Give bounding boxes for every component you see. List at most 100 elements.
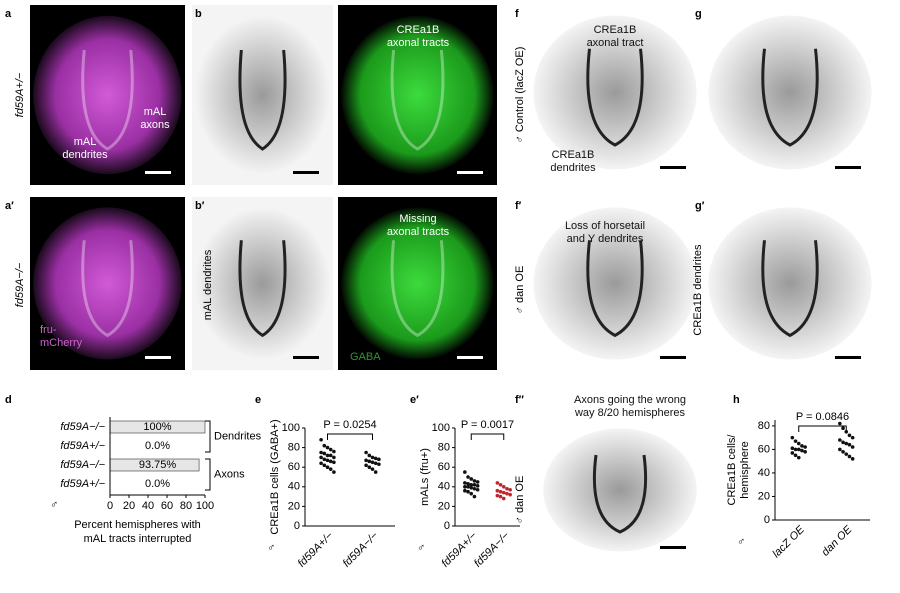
data-point [844, 441, 849, 446]
data-point [505, 491, 509, 496]
data-point [472, 494, 477, 499]
panel-letter: a′ [5, 200, 14, 212]
data-point [328, 447, 333, 452]
data-point [838, 438, 842, 442]
p-value: P = 0.0846 [796, 411, 849, 423]
annotation: dendrites [550, 162, 596, 174]
data-point [501, 496, 506, 501]
annotation: mAL [74, 136, 97, 148]
tract [390, 240, 445, 338]
side-label: ♂ dan OE [514, 266, 526, 315]
data-point [793, 439, 798, 443]
annotation: and Y dendrites [567, 233, 644, 245]
x-tick-label: 40 [142, 500, 154, 512]
panel-letter: c [340, 8, 346, 20]
data-point [850, 457, 855, 461]
data-point [332, 449, 336, 454]
panel-letter: e′ [410, 394, 419, 406]
tissue [543, 428, 697, 552]
annotation: axonal tracts [387, 37, 450, 49]
data-point [319, 450, 323, 455]
data-point [322, 463, 327, 468]
data-point [838, 421, 842, 426]
annotation: mAL [144, 106, 167, 118]
y-tick-label: 80 [288, 442, 300, 454]
significance-bracket [798, 425, 847, 432]
tissue [708, 207, 872, 360]
data-point [463, 470, 467, 474]
data-point [463, 488, 467, 493]
tract [238, 49, 287, 151]
data-point [796, 447, 801, 452]
y-tick-label: 20 [438, 500, 450, 512]
y-tick-label: 40 [758, 467, 770, 479]
panel-letter: e [255, 394, 261, 406]
x-axis-label: mAL tracts interrupted [84, 533, 192, 545]
data-point [319, 455, 323, 460]
data-point [377, 457, 381, 462]
data-point [367, 453, 372, 458]
data-point [790, 451, 795, 455]
data-point [364, 458, 368, 463]
value-label: 100% [143, 421, 171, 433]
data-point [364, 450, 368, 455]
panel-letter: g [695, 8, 702, 20]
y-tick-label: 0 [294, 520, 300, 532]
scale-bar [835, 166, 861, 169]
side-label: ♂ Control (lacZ OE) [514, 47, 526, 144]
data-point [803, 445, 807, 449]
data-point [466, 489, 470, 494]
x-axis-label: Percent hemispheres with [74, 519, 201, 531]
tract [81, 240, 134, 338]
data-point [475, 480, 480, 484]
data-point [841, 426, 845, 431]
annotation: axons [140, 119, 170, 131]
sex-symbol: ♂ [267, 542, 275, 554]
data-point [498, 494, 503, 499]
data-point [796, 455, 801, 460]
data-point [373, 470, 378, 474]
panel-letter: g′ [695, 200, 705, 212]
p-value: P = 0.0254 [323, 419, 376, 431]
data-point [841, 449, 845, 454]
group-label: Dendrites [214, 430, 262, 442]
annotation: Loss of horsetail [565, 220, 645, 232]
data-point [508, 487, 512, 492]
data-point [800, 444, 804, 448]
data-point [328, 453, 333, 458]
y-axis-label: CREa1B cells/ [726, 434, 738, 506]
data-point [466, 485, 470, 489]
value-label: 93.75% [139, 459, 177, 471]
tract [592, 454, 648, 534]
side-label: CREa1B dendrites [692, 244, 704, 336]
data-point [847, 442, 852, 447]
tissue [708, 15, 872, 170]
y-tick-label: 40 [288, 481, 300, 493]
data-point [495, 481, 500, 485]
data-point [469, 485, 474, 490]
panel-letter: b′ [195, 200, 205, 212]
tissue [533, 207, 697, 360]
data-point [501, 490, 506, 495]
scale-bar [660, 166, 686, 169]
annotation: axonal tract [587, 37, 644, 49]
sex-symbol: ♂ [417, 542, 425, 554]
data-point [367, 459, 372, 464]
side-label: fd59A+/− [14, 72, 26, 117]
x-tick-label: 0 [107, 500, 113, 512]
data-point [793, 453, 798, 458]
data-point [322, 457, 327, 462]
sex-symbol: ♂ [50, 499, 58, 511]
data-point [370, 460, 375, 465]
data-point [850, 435, 855, 440]
annotation: GABA [350, 351, 381, 363]
tract [761, 48, 819, 147]
data-point [469, 483, 474, 487]
data-point [796, 441, 801, 446]
y-axis-label: hemisphere [739, 441, 751, 498]
data-point [475, 487, 480, 492]
significance-bracket [327, 433, 373, 440]
data-point [332, 455, 336, 460]
annotation: mCherry [40, 337, 83, 349]
tract [586, 240, 644, 338]
